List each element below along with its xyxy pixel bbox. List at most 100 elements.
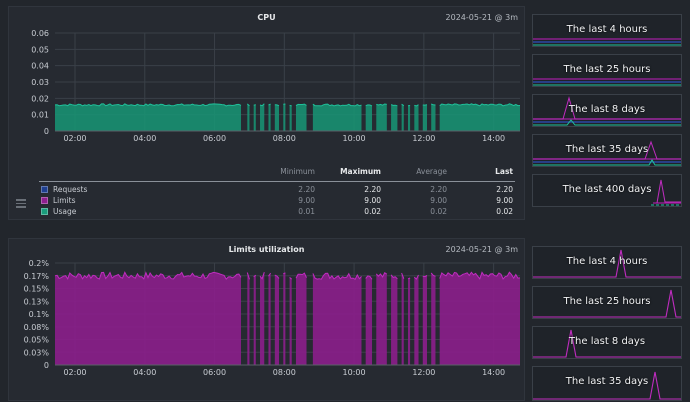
limits-x-tick: 02:00: [63, 368, 86, 377]
limits-x-tick: 08:00: [273, 368, 296, 377]
usage-last: 0.02: [463, 207, 513, 216]
limits-min: 9.00: [265, 196, 315, 205]
cpu-x-tick: 10:00: [343, 134, 366, 143]
cpu-y-tick: 0.06: [31, 29, 49, 38]
limits-area: [283, 273, 285, 365]
cpu-line: [290, 105, 292, 106]
cpu-area: [440, 104, 520, 131]
cpu-x-tick: 02:00: [63, 134, 86, 143]
limits-area: [290, 277, 292, 365]
limits-area: [423, 276, 427, 366]
usage-min: 0.01: [265, 207, 315, 216]
limits-max: 9.00: [331, 196, 381, 205]
requests-swatch: [41, 186, 48, 193]
cpu-thumb-4h-label: The last 4 hours: [533, 24, 681, 35]
requests-avg: 2.20: [397, 185, 447, 194]
limits-chart[interactable]: 0.2%0.17%0.15%0.13%0.1%0.08%0.05%0.03%00…: [9, 239, 526, 402]
limits-x-tick: 10:00: [343, 368, 366, 377]
legend-header-last: Last: [463, 167, 513, 176]
cpu-y-tick: 0: [44, 127, 49, 136]
cpu-area: [408, 106, 410, 132]
cpu-line: [254, 105, 256, 106]
limits-thumb-35d-label: The last 35 days: [533, 376, 681, 387]
cpu-x-tick: 14:00: [482, 134, 505, 143]
cpu-y-tick: 0.04: [31, 62, 49, 71]
legend-row-usage[interactable]: Usage: [41, 206, 76, 217]
limits-y-tick: 0.13%: [24, 297, 50, 306]
requests-label: Requests: [53, 185, 87, 194]
cpu-area: [290, 105, 292, 131]
limits-area: [55, 272, 241, 365]
legend-header-minimum: Minimum: [265, 167, 315, 176]
limits-y-tick: 0.03%: [24, 348, 50, 357]
limits-x-tick: 14:00: [482, 368, 505, 377]
limits-y-tick: 0.2%: [29, 259, 50, 268]
cpu-area: [55, 104, 241, 131]
limits-area: [247, 273, 249, 366]
cpu-chart[interactable]: 0.06 0.05 0.04 0.03 0.02 0.01 0 02:00 04:00 06:00…: [9, 7, 526, 147]
limits-thumb-8d-label: The last 8 days: [533, 336, 681, 347]
limits-area: [268, 273, 270, 365]
cpu-area: [414, 105, 418, 131]
cpu-y-tick: 0.01: [31, 111, 49, 120]
cpu-thumb-400d-label: The last 400 days: [533, 184, 681, 195]
cpu-area: [423, 105, 427, 131]
limits-area: [366, 276, 372, 365]
limits-thumb-4h[interactable]: The last 4 hours: [532, 246, 682, 279]
cpu-area: [260, 104, 264, 131]
limits-area: [313, 273, 362, 365]
limits-area: [275, 275, 279, 365]
limits-thumb-35d[interactable]: The last 35 days: [532, 366, 682, 401]
legend-menu-icon[interactable]: [16, 199, 26, 208]
limits-last: 9.00: [463, 196, 513, 205]
cpu-y-tick: 0.03: [31, 78, 49, 87]
cpu-thumb-400d[interactable]: The last 400 days: [532, 174, 682, 207]
limits-y-tick: 0.15%: [24, 285, 50, 294]
requests-last: 2.20: [463, 185, 513, 194]
limits-area: [414, 275, 418, 365]
limits-y-tick: 0.05%: [24, 336, 50, 345]
requests-min: 2.20: [265, 185, 315, 194]
limits-thumb-25h[interactable]: The last 25 hours: [532, 286, 682, 319]
legend-divider: [39, 181, 515, 182]
cpu-thumb-35d-label: The last 35 days: [533, 144, 681, 155]
usage-avg: 0.02: [397, 207, 447, 216]
limits-area: [376, 273, 387, 365]
usage-max: 0.02: [331, 207, 381, 216]
cpu-thumb-8d[interactable]: The last 8 days: [532, 94, 682, 127]
usage-label: Usage: [53, 207, 76, 216]
requests-max: 2.20: [331, 185, 381, 194]
cpu-area: [247, 104, 249, 131]
cpu-x-tick: 12:00: [412, 134, 435, 143]
cpu-legend: Minimum Maximum Average Last Requests 2.…: [39, 167, 519, 217]
cpu-area: [313, 104, 362, 131]
cpu-area: [366, 105, 372, 131]
limits-y-tick: 0: [44, 361, 49, 370]
cpu-x-tick: 04:00: [133, 134, 156, 143]
cpu-area: [391, 105, 397, 131]
limits-area: [391, 275, 397, 365]
cpu-thumb-35d[interactable]: The last 35 days: [532, 134, 682, 167]
usage-swatch: [41, 208, 48, 215]
limits-area: [254, 275, 256, 365]
limits-avg: 9.00: [397, 196, 447, 205]
cpu-x-tick: 06:00: [203, 134, 226, 143]
limits-thumb-8d[interactable]: The last 8 days: [532, 326, 682, 359]
cpu-thumb-25h[interactable]: The last 25 hours: [532, 54, 682, 87]
legend-row-limits[interactable]: Limits: [41, 195, 76, 206]
limits-label: Limits: [53, 196, 76, 205]
legend-header-maximum: Maximum: [331, 167, 381, 176]
limits-x-tick: 12:00: [412, 368, 435, 377]
cpu-y-tick: 0.02: [31, 94, 49, 103]
limits-area: [402, 273, 404, 365]
cpu-x-tick: 08:00: [273, 134, 296, 143]
cpu-area: [376, 104, 387, 131]
legend-header-average: Average: [397, 167, 447, 176]
limits-area: [440, 272, 520, 365]
legend-row-requests[interactable]: Requests: [41, 184, 87, 195]
cpu-y-tick: 0.05: [31, 45, 49, 54]
cpu-thumb-4h[interactable]: The last 4 hours: [532, 14, 682, 47]
limits-y-tick: 0.08%: [24, 323, 50, 332]
limits-thumb-4h-label: The last 4 hours: [533, 256, 681, 267]
